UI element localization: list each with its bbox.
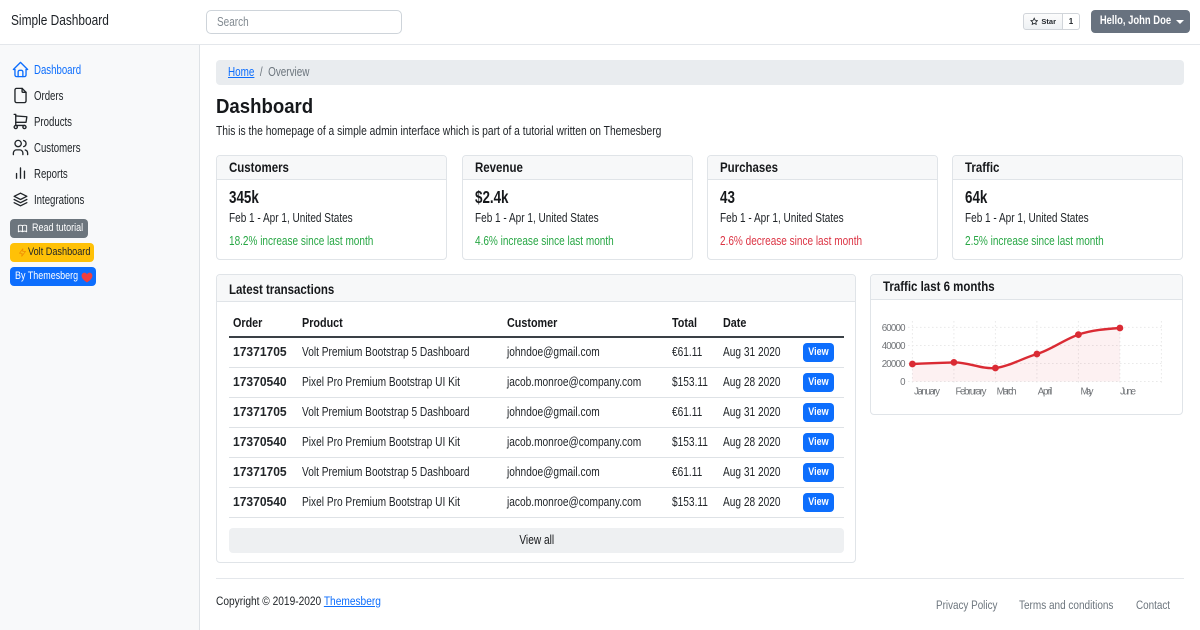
svg-text:June: June: [1120, 387, 1136, 398]
svg-text:Februrary: Februrary: [956, 387, 987, 398]
svg-text:January: January: [914, 387, 940, 398]
svg-text:40000: 40000: [882, 341, 906, 352]
svg-text:0: 0: [900, 377, 906, 388]
svg-text:60000: 60000: [882, 323, 906, 334]
svg-text:March: March: [997, 387, 1017, 398]
svg-text:20000: 20000: [882, 359, 906, 370]
svg-text:May: May: [1081, 387, 1094, 398]
svg-text:April: April: [1038, 387, 1053, 398]
